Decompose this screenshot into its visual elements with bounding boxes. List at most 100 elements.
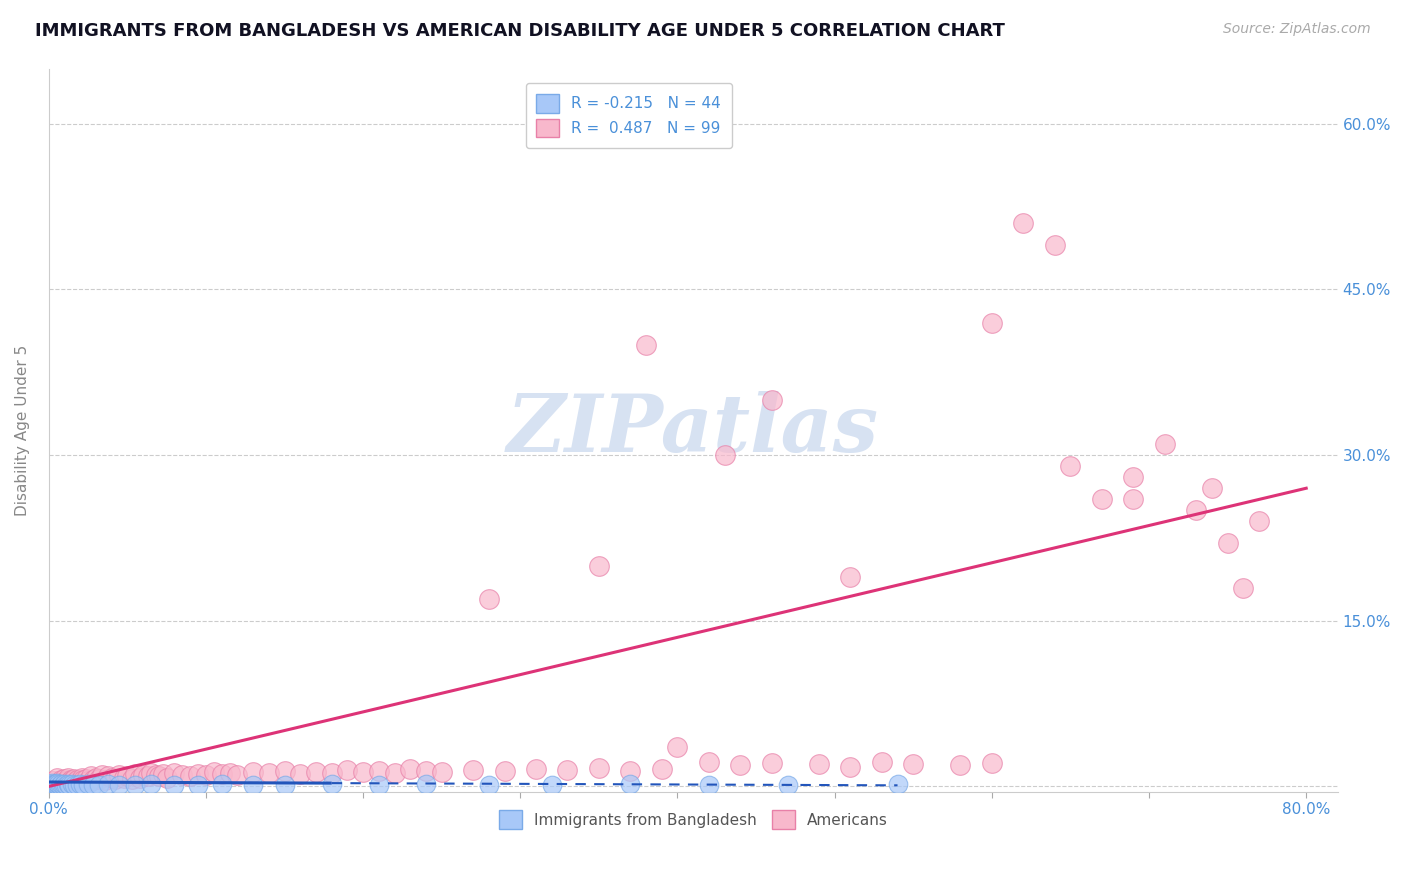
Point [903, 757, 925, 772]
Point [273, 764, 295, 778]
Point [870, 755, 893, 769]
Point [697, 778, 720, 792]
Point [179, 770, 201, 784]
Point [42, 778, 65, 792]
Point [807, 757, 830, 772]
Point [55, 773, 77, 788]
Point [415, 777, 437, 791]
Point [117, 770, 139, 784]
Point [949, 758, 972, 772]
Point [39, 778, 62, 792]
Point [66, 778, 89, 792]
Point [886, 777, 908, 791]
Point [1059, 459, 1081, 474]
Point [48, 776, 70, 790]
Point [100, 771, 122, 785]
Text: Source: ZipAtlas.com: Source: ZipAtlas.com [1223, 22, 1371, 37]
Point [72, 778, 94, 792]
Point [87, 778, 110, 792]
Point [540, 778, 562, 792]
Point [697, 755, 720, 769]
Point [53, 777, 76, 791]
Point [63, 772, 86, 786]
Point [44, 777, 66, 791]
Point [187, 767, 209, 781]
Point [112, 771, 135, 785]
Point [58, 775, 80, 789]
Point [257, 766, 280, 780]
Point [242, 765, 264, 780]
Point [53, 772, 76, 786]
Point [211, 767, 233, 781]
Point [367, 778, 389, 792]
Point [44, 778, 66, 792]
Legend: Immigrants from Bangladesh, Americans: Immigrants from Bangladesh, Americans [492, 804, 894, 835]
Point [45, 778, 67, 792]
Point [839, 569, 862, 583]
Point [524, 762, 547, 776]
Point [463, 763, 485, 777]
Point [84, 771, 107, 785]
Point [70, 771, 93, 785]
Point [60, 777, 83, 791]
Point [478, 778, 501, 792]
Point [352, 765, 374, 780]
Point [1201, 481, 1223, 495]
Point [42, 773, 65, 788]
Point [39, 777, 62, 791]
Point [129, 771, 152, 785]
Point [1122, 470, 1144, 484]
Point [305, 765, 328, 780]
Point [619, 764, 641, 778]
Point [761, 392, 783, 407]
Point [211, 777, 233, 791]
Point [1216, 536, 1239, 550]
Point [1043, 238, 1066, 252]
Point [336, 763, 359, 777]
Point [104, 772, 127, 786]
Point [226, 768, 249, 782]
Point [1012, 216, 1035, 230]
Point [41, 776, 63, 790]
Point [148, 770, 170, 784]
Point [124, 778, 146, 792]
Point [136, 770, 159, 784]
Point [52, 778, 75, 792]
Point [761, 756, 783, 771]
Point [48, 778, 70, 792]
Point [108, 768, 131, 782]
Point [494, 764, 516, 778]
Point [290, 767, 312, 781]
Point [66, 772, 89, 787]
Point [139, 777, 162, 791]
Point [45, 776, 67, 790]
Point [242, 778, 264, 792]
Point [202, 765, 225, 780]
Point [619, 777, 641, 791]
Point [1091, 492, 1114, 507]
Point [94, 772, 117, 787]
Point [51, 772, 73, 787]
Point [557, 763, 579, 777]
Point [478, 591, 501, 606]
Point [1232, 581, 1254, 595]
Point [124, 767, 146, 781]
Point [156, 771, 179, 785]
Point [321, 766, 343, 780]
Point [172, 768, 194, 782]
Y-axis label: Disability Age Under 5: Disability Age Under 5 [15, 344, 30, 516]
Point [145, 768, 167, 782]
Point [588, 558, 610, 573]
Point [41, 778, 63, 792]
Point [91, 768, 114, 782]
Point [65, 775, 87, 789]
Point [69, 773, 91, 788]
Point [634, 337, 657, 351]
Point [42, 777, 65, 791]
Point [980, 756, 1002, 771]
Point [82, 778, 104, 792]
Point [77, 777, 100, 791]
Point [58, 778, 80, 792]
Point [56, 771, 79, 785]
Point [218, 766, 240, 780]
